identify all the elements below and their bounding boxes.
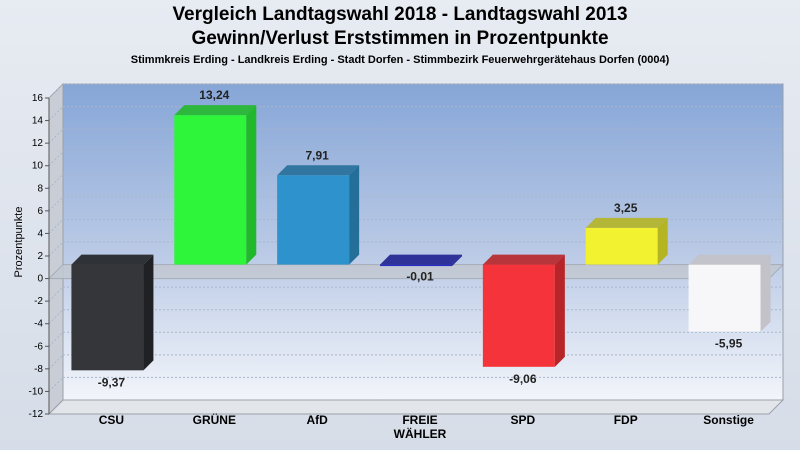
gridline-side — [48, 83, 64, 99]
bar-front — [71, 264, 144, 371]
gridline-side — [48, 151, 64, 167]
category-label: FREIE — [402, 413, 437, 427]
gridline-side — [48, 219, 64, 234]
y-axis-label: Prozentpunkte — [13, 207, 25, 278]
gridline-side — [48, 331, 64, 347]
bar-side — [657, 217, 668, 265]
gridline-side — [48, 286, 64, 302]
y-tick-label: 2 — [37, 251, 43, 262]
chart-title: Vergleich Landtagswahl 2018 - Landtagswa… — [172, 4, 628, 25]
bar-side — [760, 254, 771, 332]
bar-side — [554, 254, 565, 367]
bar-front — [277, 175, 350, 265]
bar-top — [585, 217, 668, 228]
gridline-side — [48, 106, 64, 121]
y-tick-label: 4 — [37, 228, 43, 239]
bar-side — [452, 254, 462, 267]
category-label: SPD — [511, 413, 536, 427]
y-tick-label: -4 — [34, 319, 43, 330]
y-tick-label: -12 — [29, 409, 44, 420]
gridline-side — [48, 128, 64, 144]
bar-top — [174, 105, 257, 116]
y-tick-label: -10 — [29, 386, 44, 397]
y-tick-label: -6 — [34, 341, 43, 352]
bar-top — [380, 254, 462, 265]
y-tick-label: 12 — [32, 138, 44, 149]
bar-top — [277, 165, 360, 176]
y-tick-label: 0 — [37, 274, 43, 285]
y-tick-label: 10 — [32, 161, 44, 172]
category-label: Sonstige — [703, 413, 754, 427]
bar-front — [482, 264, 555, 367]
y-tick-label: 14 — [32, 116, 44, 127]
category-label: FDP — [614, 413, 638, 427]
gridline-side — [48, 377, 64, 392]
bar-value-label: 3,25 — [614, 201, 638, 215]
bar-side — [349, 165, 360, 265]
y-tick-label: 16 — [32, 93, 44, 104]
gridline-side — [48, 354, 64, 370]
bar-top — [688, 254, 771, 265]
y-tick-label: 8 — [37, 183, 43, 194]
bar-front — [174, 115, 247, 265]
bar-value-label: 13,24 — [199, 88, 229, 102]
gridline-side — [48, 173, 64, 189]
y-tick-label: -2 — [34, 296, 43, 307]
bar-front — [585, 227, 658, 265]
bar-front — [380, 264, 452, 267]
category-label: CSU — [99, 413, 124, 427]
plot-floor — [47, 399, 785, 415]
y-tick-label: -8 — [34, 364, 43, 375]
bar-top — [482, 254, 565, 265]
gridline-side — [48, 196, 64, 212]
bar-side — [246, 105, 257, 265]
bar-side — [143, 254, 154, 371]
bar-front — [688, 264, 761, 332]
bar-value-label: -0,01 — [406, 270, 434, 284]
y-tick-label: 6 — [37, 206, 43, 217]
category-label: WÄHLER — [394, 426, 447, 441]
bar-top — [71, 254, 154, 265]
gridline-side — [48, 309, 64, 325]
bar-value-label: 7,91 — [305, 148, 329, 162]
category-label: GRÜNE — [193, 412, 236, 427]
bar-value-label: -9,06 — [509, 372, 537, 386]
bar-value-label: -5,95 — [715, 337, 743, 351]
chart-title-line-2: Gewinn/Verlust Erststimmen in Prozentpun… — [191, 28, 609, 49]
chart-subtitle: Stimmkreis Erding - Landkreis Erding - S… — [130, 54, 670, 66]
bar-value-label: -9,37 — [98, 375, 126, 389]
category-label: AfD — [306, 413, 328, 427]
gridline-side — [48, 241, 64, 257]
